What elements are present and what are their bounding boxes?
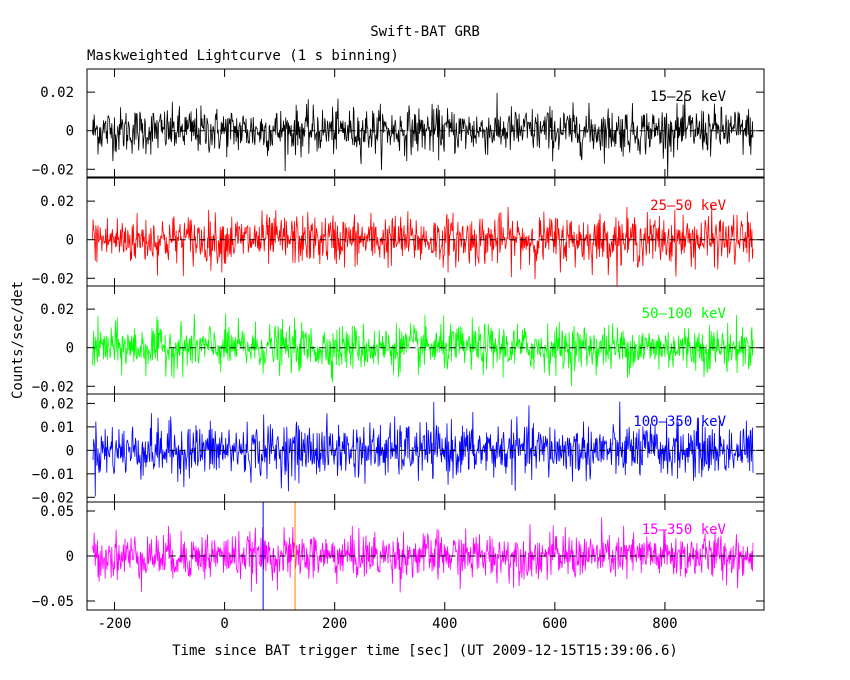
- x-tick-label: 200: [322, 616, 347, 632]
- x-axis-label: Time since BAT trigger time [sec] (UT 20…: [172, 643, 678, 659]
- y-tick-label: 0: [66, 233, 74, 249]
- y-tick-label: 0.02: [40, 302, 74, 318]
- y-tick-label: 0.02: [40, 396, 74, 412]
- y-tick-label: 0: [66, 341, 74, 357]
- y-tick-label: −0.01: [32, 467, 74, 483]
- panel-4: −0.02 −0.01 0 0.01 0.02 100–350 keV: [32, 393, 765, 506]
- y-tick-label: −0.05: [32, 594, 74, 610]
- y-tick-label: −0.02: [32, 379, 74, 395]
- panel-5: −0.05 0 0.05 -200 0 200 400 600 800 15–350 keV: [32, 501, 765, 632]
- x-tick-label: 800: [652, 616, 677, 632]
- lightcurve-series: [92, 401, 754, 497]
- x-tick-label: 0: [220, 616, 228, 632]
- x-tick-label: 400: [432, 616, 457, 632]
- chart-subtitle: Maskweighted Lightcurve (1 s binning): [87, 48, 399, 64]
- band-label: 100–350 keV: [633, 414, 726, 430]
- y-tick-label: 0: [66, 549, 74, 565]
- y-tick-label: 0.05: [40, 504, 74, 520]
- y-tick-label: 0.02: [40, 85, 74, 101]
- panel-frame: [86, 68, 765, 178]
- panel-1: −0.02 0 0.02 15–25 keV: [32, 68, 765, 178]
- y-tick-label: −0.02: [32, 162, 74, 178]
- x-tick-label: -200: [98, 616, 132, 632]
- lightcurve-series: [92, 313, 754, 387]
- chart-title: Swift-BAT GRB: [370, 24, 480, 40]
- lightcurve-series: [92, 92, 754, 177]
- band-label: 15–350 keV: [642, 522, 727, 538]
- y-tick-label: −0.02: [32, 490, 74, 506]
- band-label: 25–50 keV: [650, 198, 726, 214]
- band-label: 15–25 keV: [650, 89, 726, 105]
- y-tick-label: 0: [66, 443, 74, 459]
- y-tick-label: −0.02: [32, 271, 74, 287]
- y-axis-label: Counts/sec/det: [10, 281, 26, 399]
- x-tick-label: 600: [542, 616, 567, 632]
- y-tick-label: 0.02: [40, 194, 74, 210]
- y-tick-label: 0.01: [40, 420, 74, 436]
- band-label: 50–100 keV: [642, 306, 727, 322]
- lightcurve-series: [92, 517, 754, 593]
- panel-2: −0.02 0 0.02 25–50 keV: [32, 177, 765, 287]
- panel-3: −0.02 0 0.02 50–100 keV: [32, 285, 765, 395]
- y-tick-label: 0: [66, 124, 74, 140]
- lightcurve-series: [92, 205, 754, 286]
